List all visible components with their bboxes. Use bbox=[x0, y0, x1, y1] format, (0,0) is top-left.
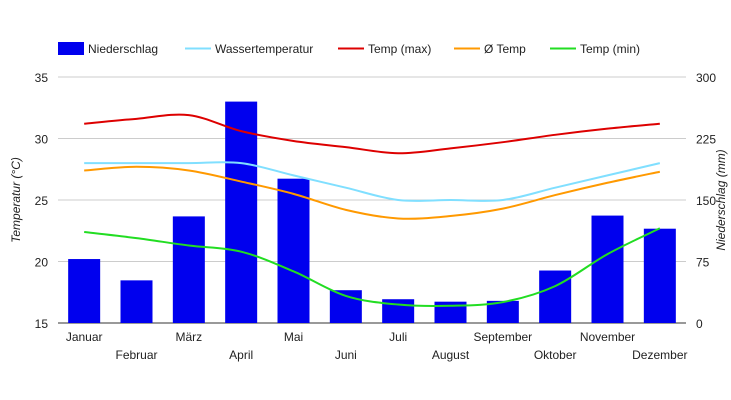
precipitation-bars bbox=[68, 101, 676, 323]
legend-label: Temp (max) bbox=[368, 42, 431, 56]
bar bbox=[120, 280, 153, 323]
legend-label: Ø Temp bbox=[484, 42, 526, 56]
x-tick-label: April bbox=[229, 348, 253, 362]
y-right-tick-label: 0 bbox=[696, 317, 703, 331]
gridlines bbox=[58, 76, 686, 324]
x-tick-label: Oktober bbox=[534, 348, 577, 362]
legend-label: Temp (min) bbox=[580, 42, 640, 56]
y-left-tick-label: 35 bbox=[35, 71, 49, 85]
legend-label: Wassertemperatur bbox=[215, 42, 313, 56]
y-left-axis-title: Temperatur (°C) bbox=[9, 157, 23, 243]
line-temp-min bbox=[84, 227, 661, 308]
x-tick-label: August bbox=[432, 348, 470, 362]
y-right-tick-label: 75 bbox=[696, 256, 710, 270]
y-left-tick-label: 15 bbox=[35, 317, 49, 331]
temperature-lines bbox=[84, 113, 661, 308]
legend: Niederschlag Wassertemperatur Temp (max) Ø … bbox=[58, 42, 640, 56]
y-right-tick-label: 150 bbox=[696, 194, 716, 208]
bar bbox=[277, 178, 310, 323]
y-right-tick-label: 225 bbox=[696, 133, 716, 147]
bar bbox=[172, 216, 205, 323]
x-tick-label: Juli bbox=[389, 330, 407, 344]
bar bbox=[643, 228, 676, 323]
x-tick-label: September bbox=[473, 330, 532, 344]
y-right-axis-title: Niederschlag (mm) bbox=[714, 149, 728, 250]
legend-swatch-bar bbox=[58, 42, 84, 55]
axes: 15 20 25 30 35 0 75 150 225 300 Temperatur (°C) Nie… bbox=[9, 71, 728, 362]
legend-label: Niederschlag bbox=[88, 42, 158, 56]
line-wassertemperatur bbox=[84, 161, 661, 202]
x-tick-label: Januar bbox=[66, 330, 103, 344]
x-tick-label: Dezember bbox=[632, 348, 687, 362]
x-tick-label: Mai bbox=[284, 330, 303, 344]
bar bbox=[591, 215, 624, 323]
x-tick-label: November bbox=[580, 330, 635, 344]
bar bbox=[539, 270, 572, 323]
x-tick-label: Juni bbox=[335, 348, 357, 362]
line-temp-max bbox=[84, 113, 660, 155]
bar bbox=[486, 300, 519, 323]
bar bbox=[225, 101, 258, 323]
y-left-tick-label: 30 bbox=[35, 133, 49, 147]
y-right-tick-label: 300 bbox=[696, 71, 716, 85]
bar bbox=[68, 259, 101, 323]
x-tick-label: Februar bbox=[115, 348, 157, 362]
bar bbox=[434, 301, 467, 323]
y-left-tick-label: 20 bbox=[35, 256, 49, 270]
y-left-tick-label: 25 bbox=[35, 194, 49, 208]
x-tick-label: März bbox=[175, 330, 202, 344]
line-temp bbox=[84, 165, 661, 220]
